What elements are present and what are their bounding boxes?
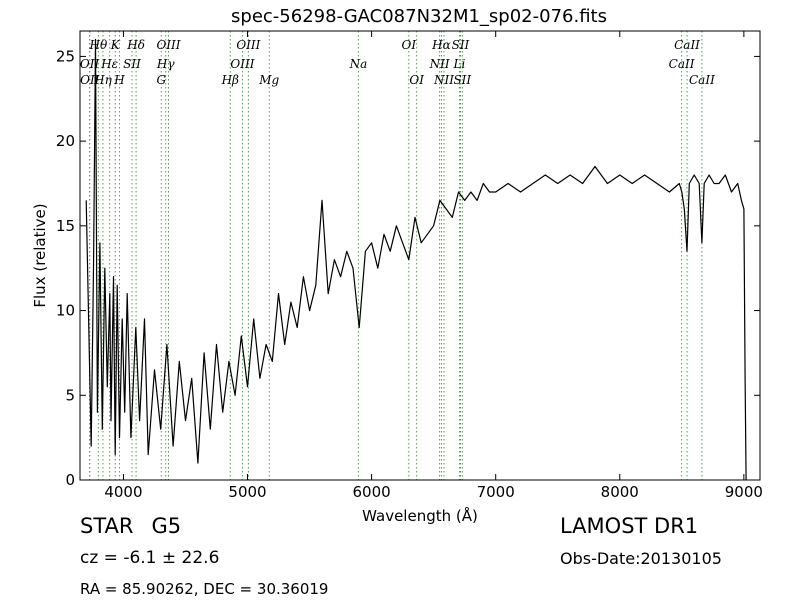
- spectral-line-label: Li: [453, 57, 466, 71]
- spectral-line-label: Hε: [100, 57, 118, 71]
- axis-ticks: 4000 5000 6000 7000 8000 9000 0 5 10 15 20 25: [56, 31, 763, 501]
- spectral-line-label: G: [156, 73, 166, 87]
- y-tick-label: 5: [65, 386, 75, 404]
- spectral-line-markers: [89, 31, 703, 480]
- spectral-line-label: H: [113, 73, 125, 87]
- y-tick-label: 20: [56, 132, 75, 150]
- spectral-line-label: Hα: [431, 38, 451, 52]
- observation-date: Obs-Date:20130105: [560, 549, 722, 568]
- spectral-line-label: K: [110, 38, 121, 52]
- y-tick-label: 0: [65, 471, 75, 489]
- spectral-line-label: OIII: [230, 57, 254, 71]
- chart-title: spec-56298-GAC087N32M1_sp02-076.fits: [231, 6, 607, 27]
- x-axis-label: Wavelength (Å): [362, 506, 478, 525]
- spectral-line-label: OI: [402, 38, 417, 52]
- object-class-label: STAR: [80, 514, 134, 538]
- y-axis-label: Flux (relative): [31, 203, 49, 307]
- flux-series-line: [85, 38, 747, 481]
- x-tick-label: 4000: [104, 483, 142, 501]
- x-tick-label: 8000: [601, 483, 639, 501]
- plot-area: [85, 38, 747, 481]
- spectral-line-label: OIII: [236, 38, 260, 52]
- x-tick-label: 7000: [477, 483, 515, 501]
- spectral-line-label: CaII: [689, 73, 715, 87]
- spectral-line-label: CaII: [674, 38, 700, 52]
- x-tick-label: 6000: [353, 483, 391, 501]
- spectral-line-label: SII: [452, 38, 470, 52]
- spectral-line-label: CaII: [669, 57, 695, 71]
- spectral-line-label: SII: [123, 57, 141, 71]
- y-tick-label: 10: [56, 302, 75, 320]
- y-tick-label: 15: [56, 217, 75, 235]
- x-tick-label: 9000: [725, 483, 763, 501]
- survey-name: LAMOST DR1: [560, 514, 699, 538]
- spectral-line-label: OIII: [156, 38, 180, 52]
- spectral-line-label: OI: [409, 73, 424, 87]
- spectral-line-label: Mg: [258, 73, 279, 87]
- spectral-line-label: Hθ: [89, 38, 108, 52]
- spectral-line-label: Hδ: [126, 38, 145, 52]
- spectral-line-label: NII: [429, 57, 450, 71]
- y-tick-label: 25: [56, 47, 75, 65]
- spectral-line-label: OII: [80, 57, 100, 71]
- spectral-line-label: Hη: [93, 73, 112, 87]
- spectral-line-label: Na: [349, 57, 368, 71]
- plot-frame: [79, 30, 761, 481]
- object-class: STAR G5: [80, 514, 181, 538]
- x-tick-label: 5000: [228, 483, 266, 501]
- spectral-line-label: Hγ: [156, 57, 175, 71]
- spectral-line-label: SII: [453, 73, 471, 87]
- spectral-line-label: NII: [433, 73, 454, 87]
- ra-dec-coordinates: RA = 85.90262, DEC = 30.36019: [80, 580, 329, 598]
- spectral-line-label: Hβ: [221, 73, 239, 87]
- redshift-cz: cz = -6.1 ± 22.6: [80, 548, 220, 568]
- object-subclass-label: G5: [151, 514, 182, 538]
